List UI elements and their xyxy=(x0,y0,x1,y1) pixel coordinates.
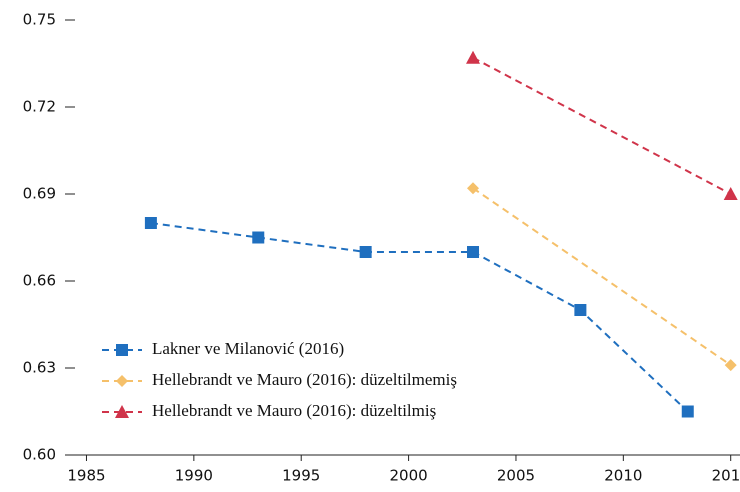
data-point xyxy=(466,50,481,64)
x-tick-label: 1985 xyxy=(67,467,105,485)
x-tick-label: 2000 xyxy=(389,467,427,485)
series-line xyxy=(150,222,689,413)
series-line xyxy=(472,56,732,195)
y-tick-label: 0.60 xyxy=(23,446,56,464)
x-tick-label: 1995 xyxy=(282,467,320,485)
legend-marker xyxy=(115,405,129,418)
data-point xyxy=(574,304,587,316)
data-point xyxy=(359,246,372,258)
data-point xyxy=(724,359,737,372)
data-point xyxy=(144,217,157,229)
data-point xyxy=(252,231,265,244)
x-tick-label: 2005 xyxy=(497,467,535,485)
x-tick-label: 2010 xyxy=(604,467,642,485)
legend-marker xyxy=(116,375,128,387)
x-tick-label: 1990 xyxy=(175,467,213,485)
y-tick-label: 0.63 xyxy=(23,359,56,377)
y-tick-label: 0.66 xyxy=(23,272,56,290)
data-point xyxy=(681,405,694,418)
data-point xyxy=(723,187,738,200)
legend-label: Lakner ve Milanović (2016) xyxy=(152,339,344,358)
y-tick-label: 0.72 xyxy=(23,98,56,116)
y-tick-label: 0.69 xyxy=(23,185,56,203)
x-tick-label: 2015 xyxy=(712,467,740,485)
data-point xyxy=(467,182,480,195)
legend-label: Hellebrandt ve Mauro (2016): düzeltilmiş xyxy=(152,401,436,420)
data-point xyxy=(467,246,480,258)
y-tick-label: 0.75 xyxy=(23,11,56,29)
series-line xyxy=(472,187,732,366)
legend-marker xyxy=(116,344,128,356)
legend-label: Hellebrandt ve Mauro (2016): düzeltilmem… xyxy=(152,370,457,389)
